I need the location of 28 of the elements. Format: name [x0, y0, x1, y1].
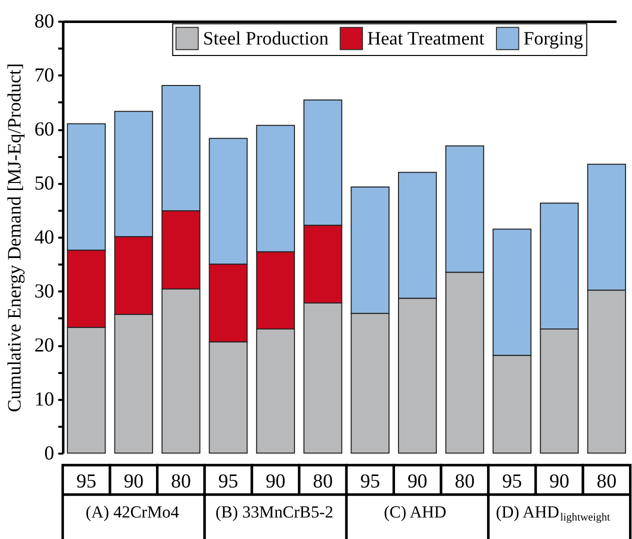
legend-label: Heat Treatment	[367, 28, 486, 50]
x-tick-label: 90	[407, 470, 428, 492]
x-tick-label: 90	[266, 470, 286, 492]
y-tick-label: 70	[34, 64, 54, 87]
text: (B) 33MnCrB5-2	[215, 502, 334, 522]
y-tick-label: 10	[34, 388, 54, 411]
y-tick-label: 60	[34, 118, 54, 141]
legend-label: Steel Production	[203, 28, 330, 50]
x-tick-label: 95	[360, 470, 380, 492]
y-tick-label: 40	[34, 226, 54, 249]
y-tick-label: 80	[34, 10, 54, 33]
y-tick-label: 0	[44, 442, 54, 465]
y-tick-label: 50	[34, 172, 54, 195]
x-tick-label: 80	[171, 470, 191, 492]
x-tick-label: 95	[502, 470, 522, 492]
x-tick-label: 95	[76, 470, 96, 492]
x-tick-label: 80	[454, 470, 475, 492]
y-axis-title: Cumulative Energy Demand [MJ-Eq/Product]	[4, 63, 26, 412]
x-tick-label: 90	[549, 470, 570, 492]
x-tick-label: 90	[124, 470, 144, 492]
x-tick-label: 80	[312, 470, 333, 492]
x-tick-label: 80	[596, 470, 617, 492]
x-tick-label: 95	[218, 470, 238, 492]
legend-label: Forging	[524, 28, 584, 50]
text: (C) AHD	[384, 502, 446, 522]
y-tick-label: 30	[34, 280, 54, 303]
text: (A) 42CrMo4	[86, 502, 180, 522]
y-tick-label: 20	[34, 334, 54, 357]
